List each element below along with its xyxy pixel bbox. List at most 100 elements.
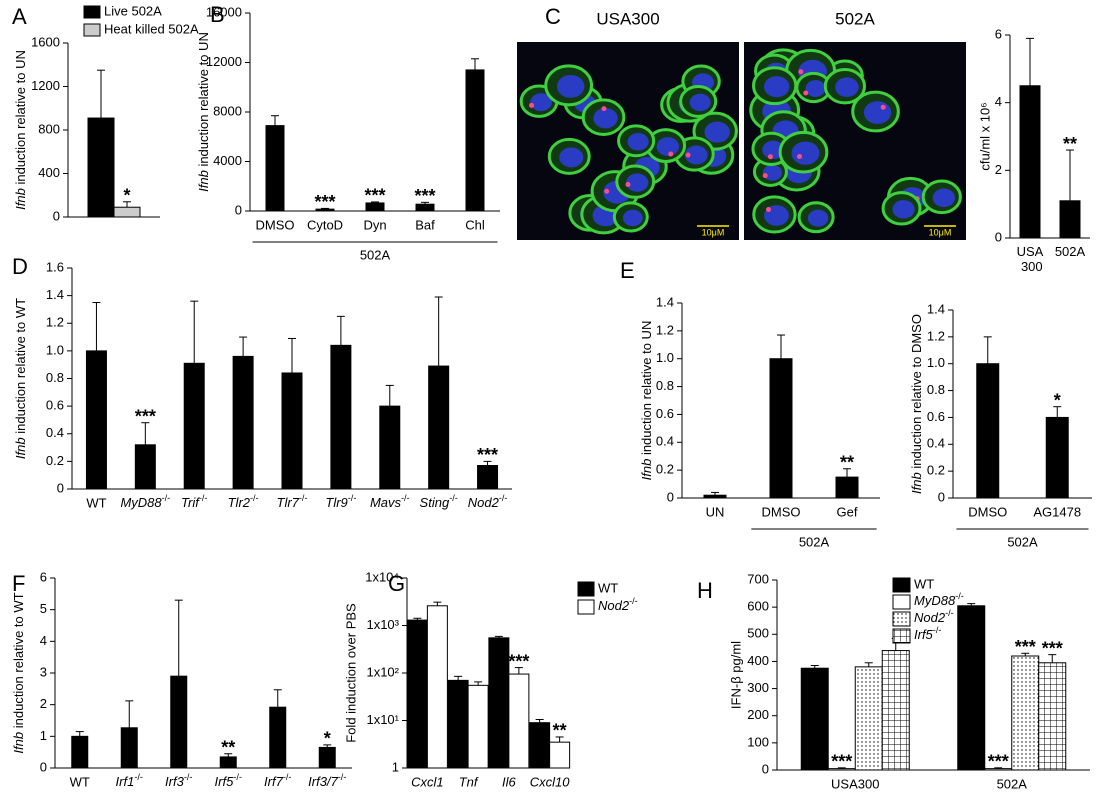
bar	[957, 605, 986, 771]
y-tick-label: 0	[667, 489, 674, 504]
bacterium	[798, 69, 804, 75]
y-axis-label: Ifnb induction relative to UN	[196, 32, 211, 192]
cell-nucleus	[559, 147, 584, 168]
bar	[281, 372, 303, 490]
y-tick-label: 2	[40, 696, 47, 711]
y-tick-label: 2	[995, 162, 1002, 177]
bar	[881, 650, 910, 771]
y-tick-label: 0	[57, 480, 64, 495]
bar	[976, 363, 1000, 499]
x-tick-label: Gef	[837, 504, 858, 519]
significance: ***	[135, 406, 156, 426]
y-tick-label: 1x10²	[366, 664, 399, 679]
cell-nucleus	[626, 173, 649, 192]
x-tick-label: CytoD	[307, 217, 343, 232]
y-tick-label: 1.6	[46, 259, 64, 274]
y-tick-label: 400	[747, 653, 769, 668]
cell-nucleus	[863, 101, 892, 124]
y-tick-label: 1.2	[927, 328, 945, 343]
y-axis-label: Ifnb induction relative to WT	[13, 298, 28, 459]
y-tick-label: 1200	[31, 78, 60, 93]
group-label: 502A	[360, 247, 391, 262]
cell-nucleus	[593, 108, 618, 129]
y-tick-label: 1.4	[927, 301, 945, 316]
legend-swatch	[83, 23, 101, 37]
bar	[265, 125, 285, 212]
x-tick-label: Baf	[415, 217, 435, 232]
bar	[703, 494, 727, 499]
y-tick-label: 0	[235, 202, 242, 217]
y-tick-label: 1x10⁴	[365, 569, 399, 584]
bar	[488, 637, 510, 769]
cell-nucleus	[932, 188, 955, 208]
bar	[477, 465, 499, 490]
bar	[85, 350, 107, 490]
cell-nucleus	[556, 74, 585, 98]
cell-nucleus	[704, 121, 730, 143]
cell-nucleus	[627, 132, 649, 151]
cell-nucleus	[892, 200, 915, 219]
cell-nucleus	[807, 209, 829, 227]
panel-label: F	[12, 571, 25, 596]
panel-label: B	[210, 2, 225, 27]
y-axis-label: Ifnb induction relative to DMSO	[909, 314, 924, 494]
bar	[1059, 200, 1081, 239]
group-label: 502A	[799, 534, 830, 549]
image-title: 502A	[835, 9, 875, 28]
bar	[1045, 416, 1069, 499]
y-tick-label: 12000	[206, 54, 242, 69]
y-tick-label: 1.2	[46, 315, 64, 330]
x-tick-label: AG1478	[1033, 504, 1081, 519]
y-tick-label: 0	[762, 761, 769, 776]
legend-label: WT	[598, 580, 618, 595]
x-tick-label: Cxcl10	[530, 774, 571, 789]
bar	[379, 405, 401, 490]
bar	[318, 746, 336, 769]
x-tick-label: DMSO	[968, 504, 1007, 519]
bar	[406, 619, 428, 769]
legend-swatch	[892, 611, 911, 627]
significance: *	[123, 186, 130, 206]
y-tick-label: 800	[38, 121, 60, 136]
bar	[467, 684, 489, 769]
y-tick-label: 1.4	[46, 287, 64, 302]
y-tick-label: 0	[938, 489, 945, 504]
y-tick-label: 0	[40, 759, 47, 774]
panel-label: H	[697, 578, 713, 603]
y-tick-label: 0.4	[46, 425, 64, 440]
bar	[508, 673, 530, 769]
x-tick-label: WT	[86, 495, 106, 510]
y-tick-label: 1.0	[656, 350, 674, 365]
y-axis-label: cfu/ml x 10⁶	[977, 102, 992, 170]
y-tick-label: 0.2	[46, 453, 64, 468]
bacterium	[529, 102, 535, 108]
y-tick-label: 5	[40, 601, 47, 616]
panel-label: E	[620, 258, 635, 283]
x-tick-label: Mavs-/-	[370, 493, 410, 510]
x-tick-label: 502A	[1055, 244, 1086, 259]
y-tick-label: 0.4	[656, 434, 674, 449]
x-tick-label: Sting-/-	[420, 493, 458, 510]
y-tick-label: 1600	[31, 34, 60, 49]
bacterium	[767, 154, 773, 160]
cell-nucleus	[763, 76, 790, 98]
panel-label: D	[12, 254, 28, 279]
x-tick-label: Irf3/7-/-	[308, 772, 346, 789]
legend-label: Nod2-/-	[598, 596, 638, 613]
bar	[232, 355, 254, 490]
cell-nucleus	[791, 141, 820, 165]
significance: ***	[1042, 638, 1063, 658]
bar	[170, 675, 188, 769]
y-tick-label: 1x10³	[366, 617, 399, 632]
cell-nucleus	[530, 93, 552, 112]
bar	[1011, 655, 1040, 771]
x-tick-label: Cxcl1	[411, 774, 444, 789]
x-tick-label: Tnf	[459, 774, 479, 789]
y-tick-label: 1.4	[656, 294, 674, 309]
panel-label: A	[12, 4, 27, 29]
bar	[183, 362, 205, 490]
x-tick-label: WT	[70, 774, 90, 789]
y-tick-label: 0.6	[656, 406, 674, 421]
y-tick-label: 6	[40, 569, 47, 584]
